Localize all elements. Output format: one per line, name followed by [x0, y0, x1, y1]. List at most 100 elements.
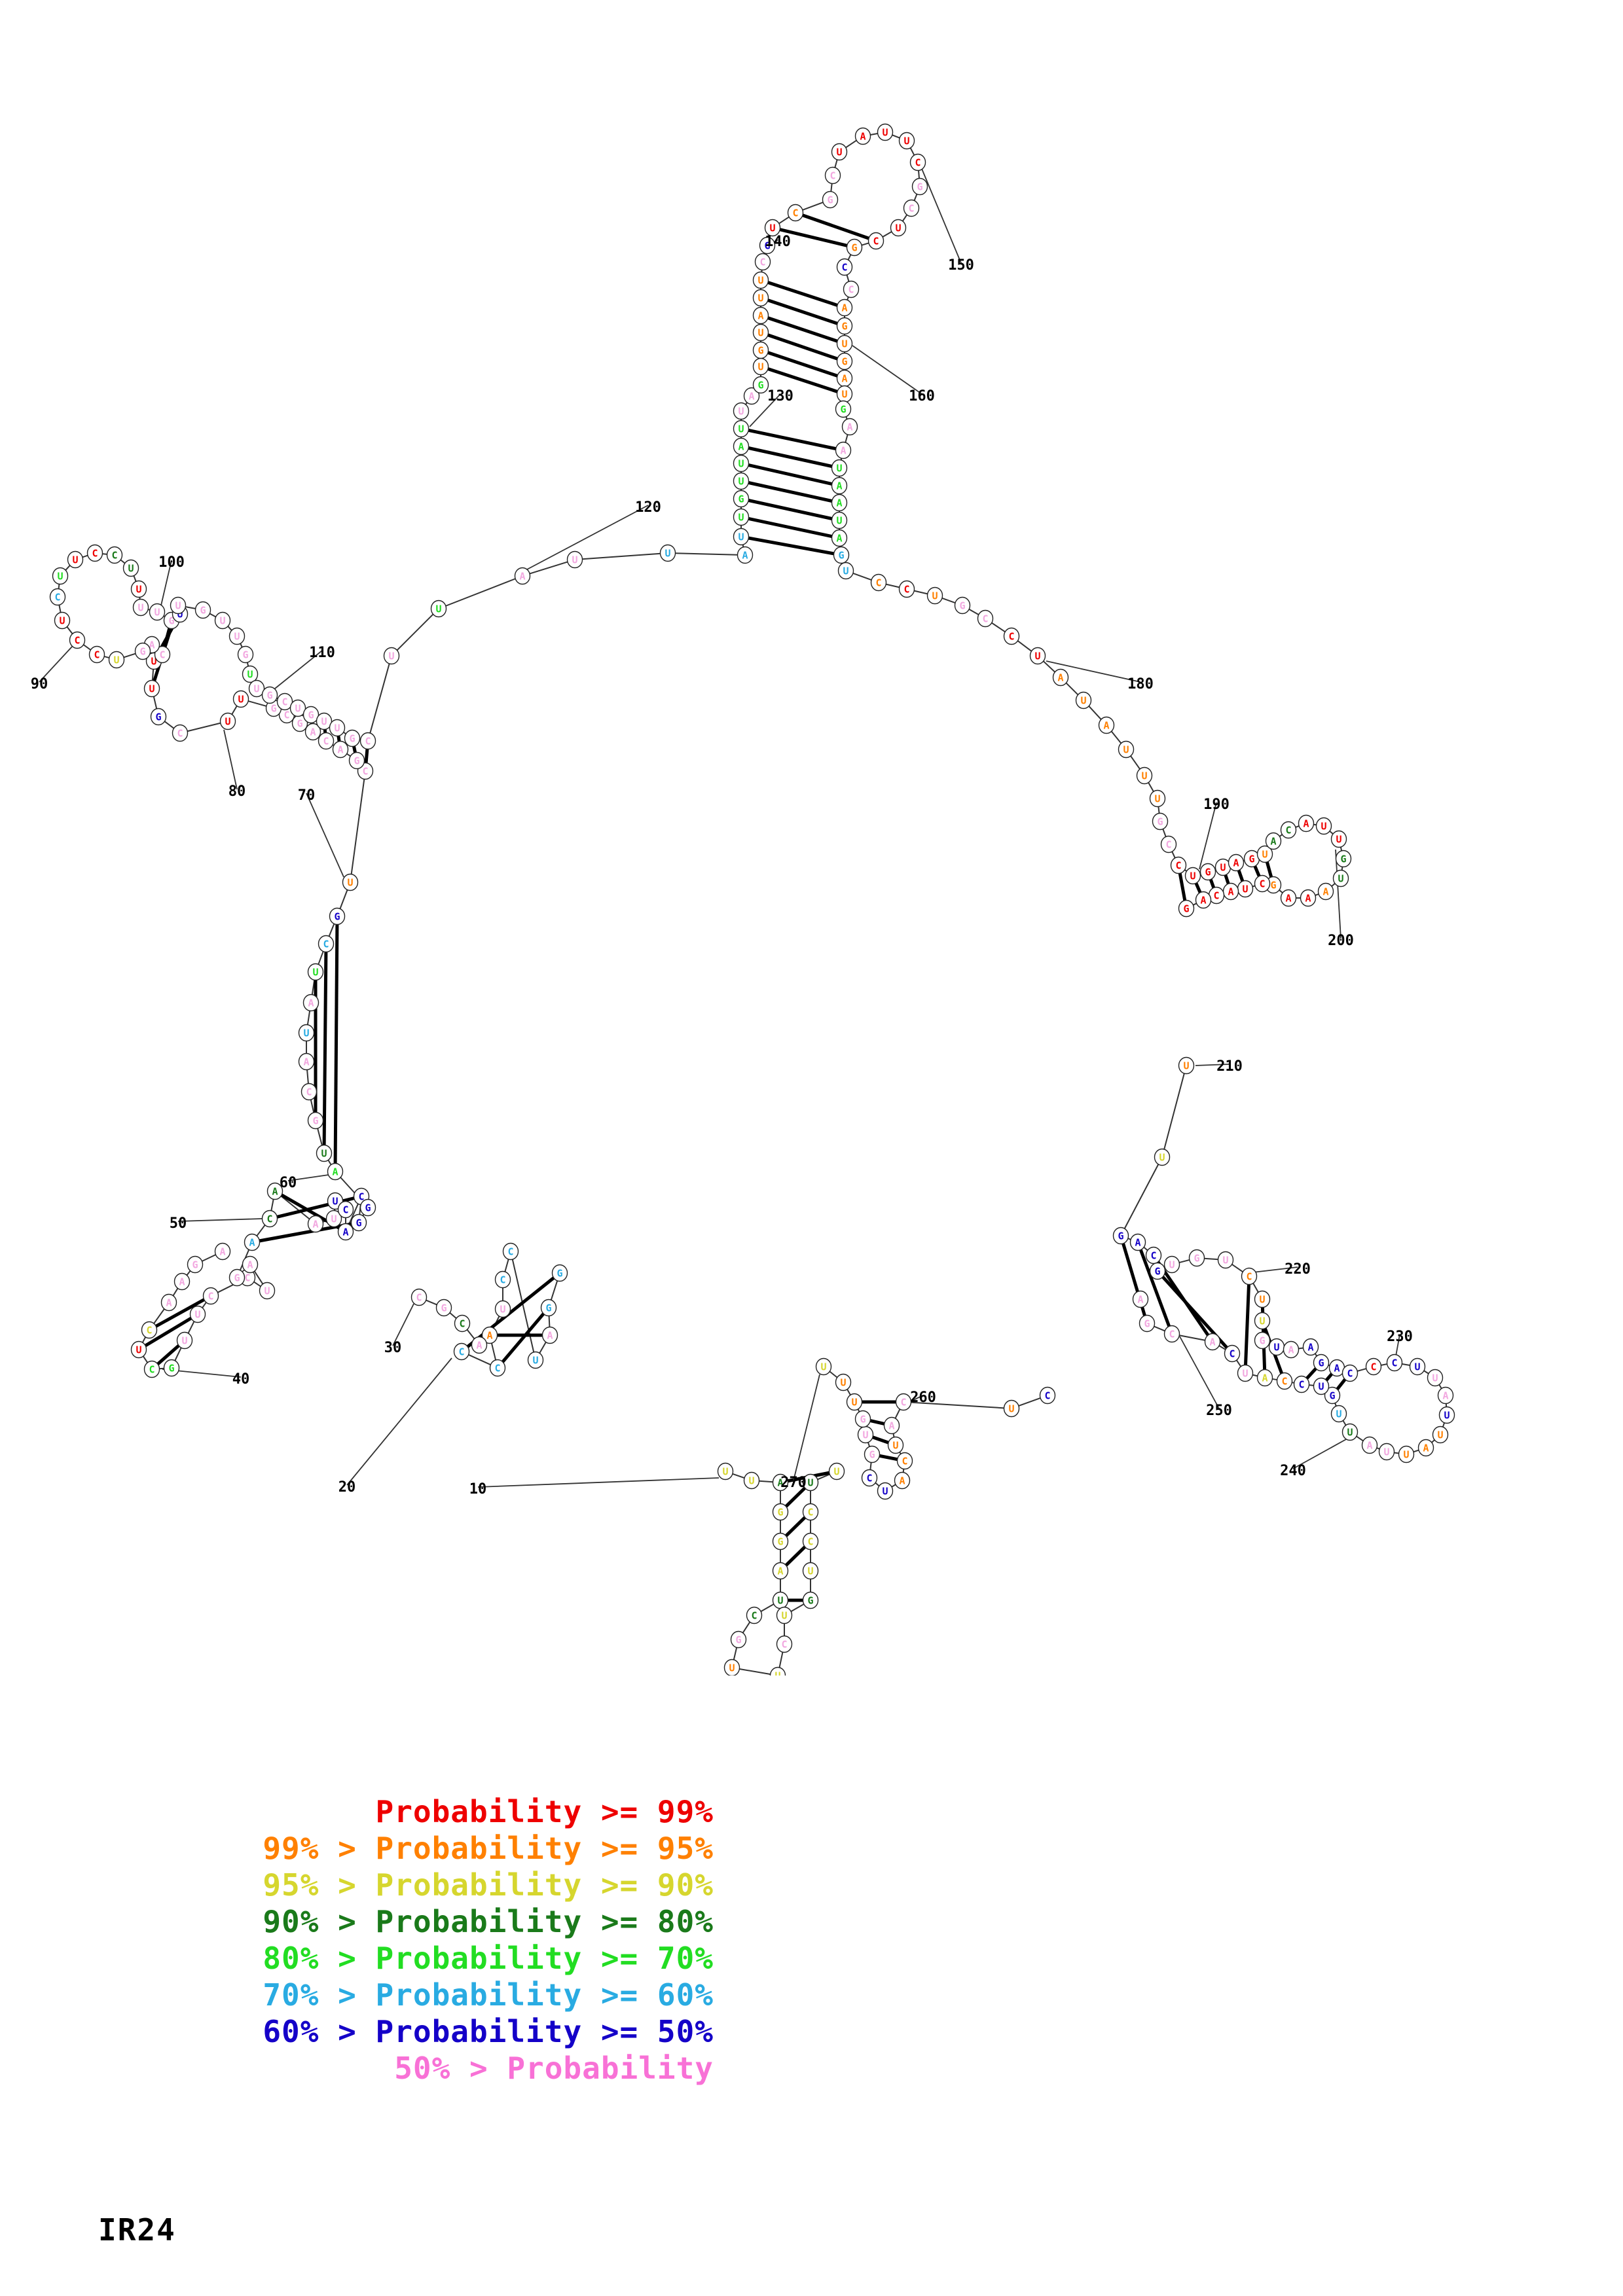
nucleotide-node	[1237, 1364, 1254, 1382]
nucleotide-letter: U	[757, 275, 763, 287]
nucleotide-letter: A	[1423, 1443, 1429, 1454]
nucleotide-node	[846, 1393, 863, 1411]
legend-row-95: 99% > Probability >= 95%	[263, 1831, 714, 1866]
nucleotide-node	[883, 1416, 900, 1435]
nucleotide-letter: A	[840, 445, 846, 457]
nucleotide-letter: C	[92, 548, 98, 560]
nucleotide-node	[173, 1272, 191, 1291]
nucleotide-letter: U	[151, 656, 156, 668]
nucleotide-letter: C	[358, 1191, 364, 1203]
nucleotide-node	[170, 596, 187, 615]
nucleotide-node	[160, 1293, 177, 1312]
nucleotide-node	[1256, 1369, 1273, 1387]
nucleotide-node	[802, 1503, 819, 1521]
nucleotide-node	[1330, 1405, 1347, 1423]
nucleotide-node	[232, 690, 249, 708]
nucleotide-letter: U	[572, 554, 577, 566]
nucleotide-node	[909, 153, 926, 171]
nucleotide-node	[854, 127, 871, 145]
nucleotide-node	[846, 238, 863, 257]
nucleotide-letter: A	[1334, 1363, 1340, 1374]
nucleotide-letter: C	[903, 584, 909, 596]
nucleotide-letter: G	[354, 755, 359, 767]
nucleotide-letter: A	[748, 391, 754, 403]
nucleotide-letter: A	[841, 373, 847, 385]
nucleotide-node	[134, 642, 151, 660]
nucleotide-node	[304, 723, 321, 741]
nucleotide-letter: U	[738, 423, 744, 435]
nucleotide-letter: A	[1200, 895, 1206, 906]
nucleotide-letter: C	[507, 1246, 513, 1258]
nucleotide-node	[435, 1299, 452, 1317]
nucleotide-letter: C	[1285, 825, 1291, 836]
nucleotide-node	[143, 679, 160, 698]
nucleotide-node	[130, 580, 147, 598]
nucleotide-node	[1178, 1056, 1195, 1075]
nucleotide-letter: C	[54, 592, 60, 603]
nucleotide-node	[1129, 1233, 1146, 1251]
nucleotide-letter: G	[1270, 880, 1276, 891]
nucleotide-node	[911, 177, 928, 196]
nucleotide-letter: U	[175, 600, 181, 612]
nucleotide-letter: U	[136, 584, 141, 596]
position-label: 200	[1328, 933, 1354, 949]
nucleotide-node	[835, 1373, 852, 1391]
nucleotide-node	[1332, 869, 1349, 888]
nucleotide-node	[132, 598, 149, 617]
nucleotide-node	[318, 935, 335, 953]
nucleotide-letter: U	[1169, 1259, 1175, 1271]
nucleotide-node	[733, 508, 750, 526]
nucleotide-node	[332, 740, 349, 759]
nucleotide-letter: C	[500, 1274, 505, 1286]
nucleotide-node	[410, 1288, 428, 1306]
nucleotide-node	[752, 271, 769, 289]
nucleotide-node	[150, 708, 167, 726]
nucleotide-letter: A	[1305, 893, 1311, 905]
nucleotide-letter: U	[194, 1309, 200, 1321]
position-label-layer: 10 20 30 40 50 60 70 80 90 100 110 120 130 140 150 160 1…	[31, 234, 1413, 1498]
nucleotide-letter: U	[1444, 1410, 1450, 1422]
nucleotide-letter: C	[908, 203, 914, 215]
nucleotide-node	[1075, 691, 1092, 709]
nucleotide-letter: A	[841, 302, 847, 314]
nucleotide-node	[302, 994, 319, 1012]
nucleotide-node	[329, 907, 346, 925]
nucleotide-node	[843, 280, 860, 298]
nucleotide-node	[1378, 1443, 1395, 1461]
nucleotide-node	[743, 1471, 760, 1490]
position-label: 220	[1285, 1261, 1311, 1278]
nucleotide-letter: C	[848, 284, 854, 296]
nucleotide-node	[1300, 889, 1317, 907]
nucleotide-node	[769, 1666, 786, 1676]
nucleotide-letter: U	[729, 1662, 735, 1674]
nucleotide-node	[926, 586, 943, 605]
nucleotide-letter: G	[1118, 1230, 1123, 1242]
nucleotide-node	[298, 1024, 315, 1042]
nucleotide-node	[1417, 1439, 1434, 1457]
nucleotide-letter: C	[416, 1292, 422, 1304]
nucleotide-node	[481, 1326, 498, 1344]
nucleotide-node	[1154, 1148, 1171, 1166]
nucleotide-node	[1254, 1290, 1271, 1308]
nucleotide-letter: U	[748, 1475, 754, 1487]
position-label: 60	[280, 1175, 297, 1191]
nucleotide-node	[540, 1299, 557, 1317]
nucleotide-node	[1163, 1325, 1180, 1343]
nucleotide-letter: A	[166, 1297, 172, 1309]
position-label: 250	[1206, 1403, 1232, 1419]
nucleotide-node	[1335, 850, 1352, 868]
nucleotide-letter: U	[1336, 834, 1341, 846]
nucleotide-letter: G	[365, 1202, 371, 1214]
rna-structure-diagram: UUAGGAUCGUUCUGUCCUUCCAUCCUAGGCGCAAGAACUC…	[31, 123, 1455, 1676]
nucleotide-node	[527, 1351, 544, 1369]
nucleotide-node	[248, 679, 265, 698]
nucleotide-letter: A	[1366, 1440, 1372, 1452]
nucleotide-node	[1003, 627, 1020, 645]
nucleotide-node	[1365, 1357, 1382, 1376]
nucleotide-letter: U	[843, 565, 848, 577]
nucleotide-letter: U	[264, 1285, 270, 1297]
nucleotide-node	[754, 253, 771, 271]
nucleotide-node	[359, 732, 376, 750]
nucleotide-letter: G	[192, 1259, 198, 1271]
nucleotide-node	[835, 400, 852, 418]
